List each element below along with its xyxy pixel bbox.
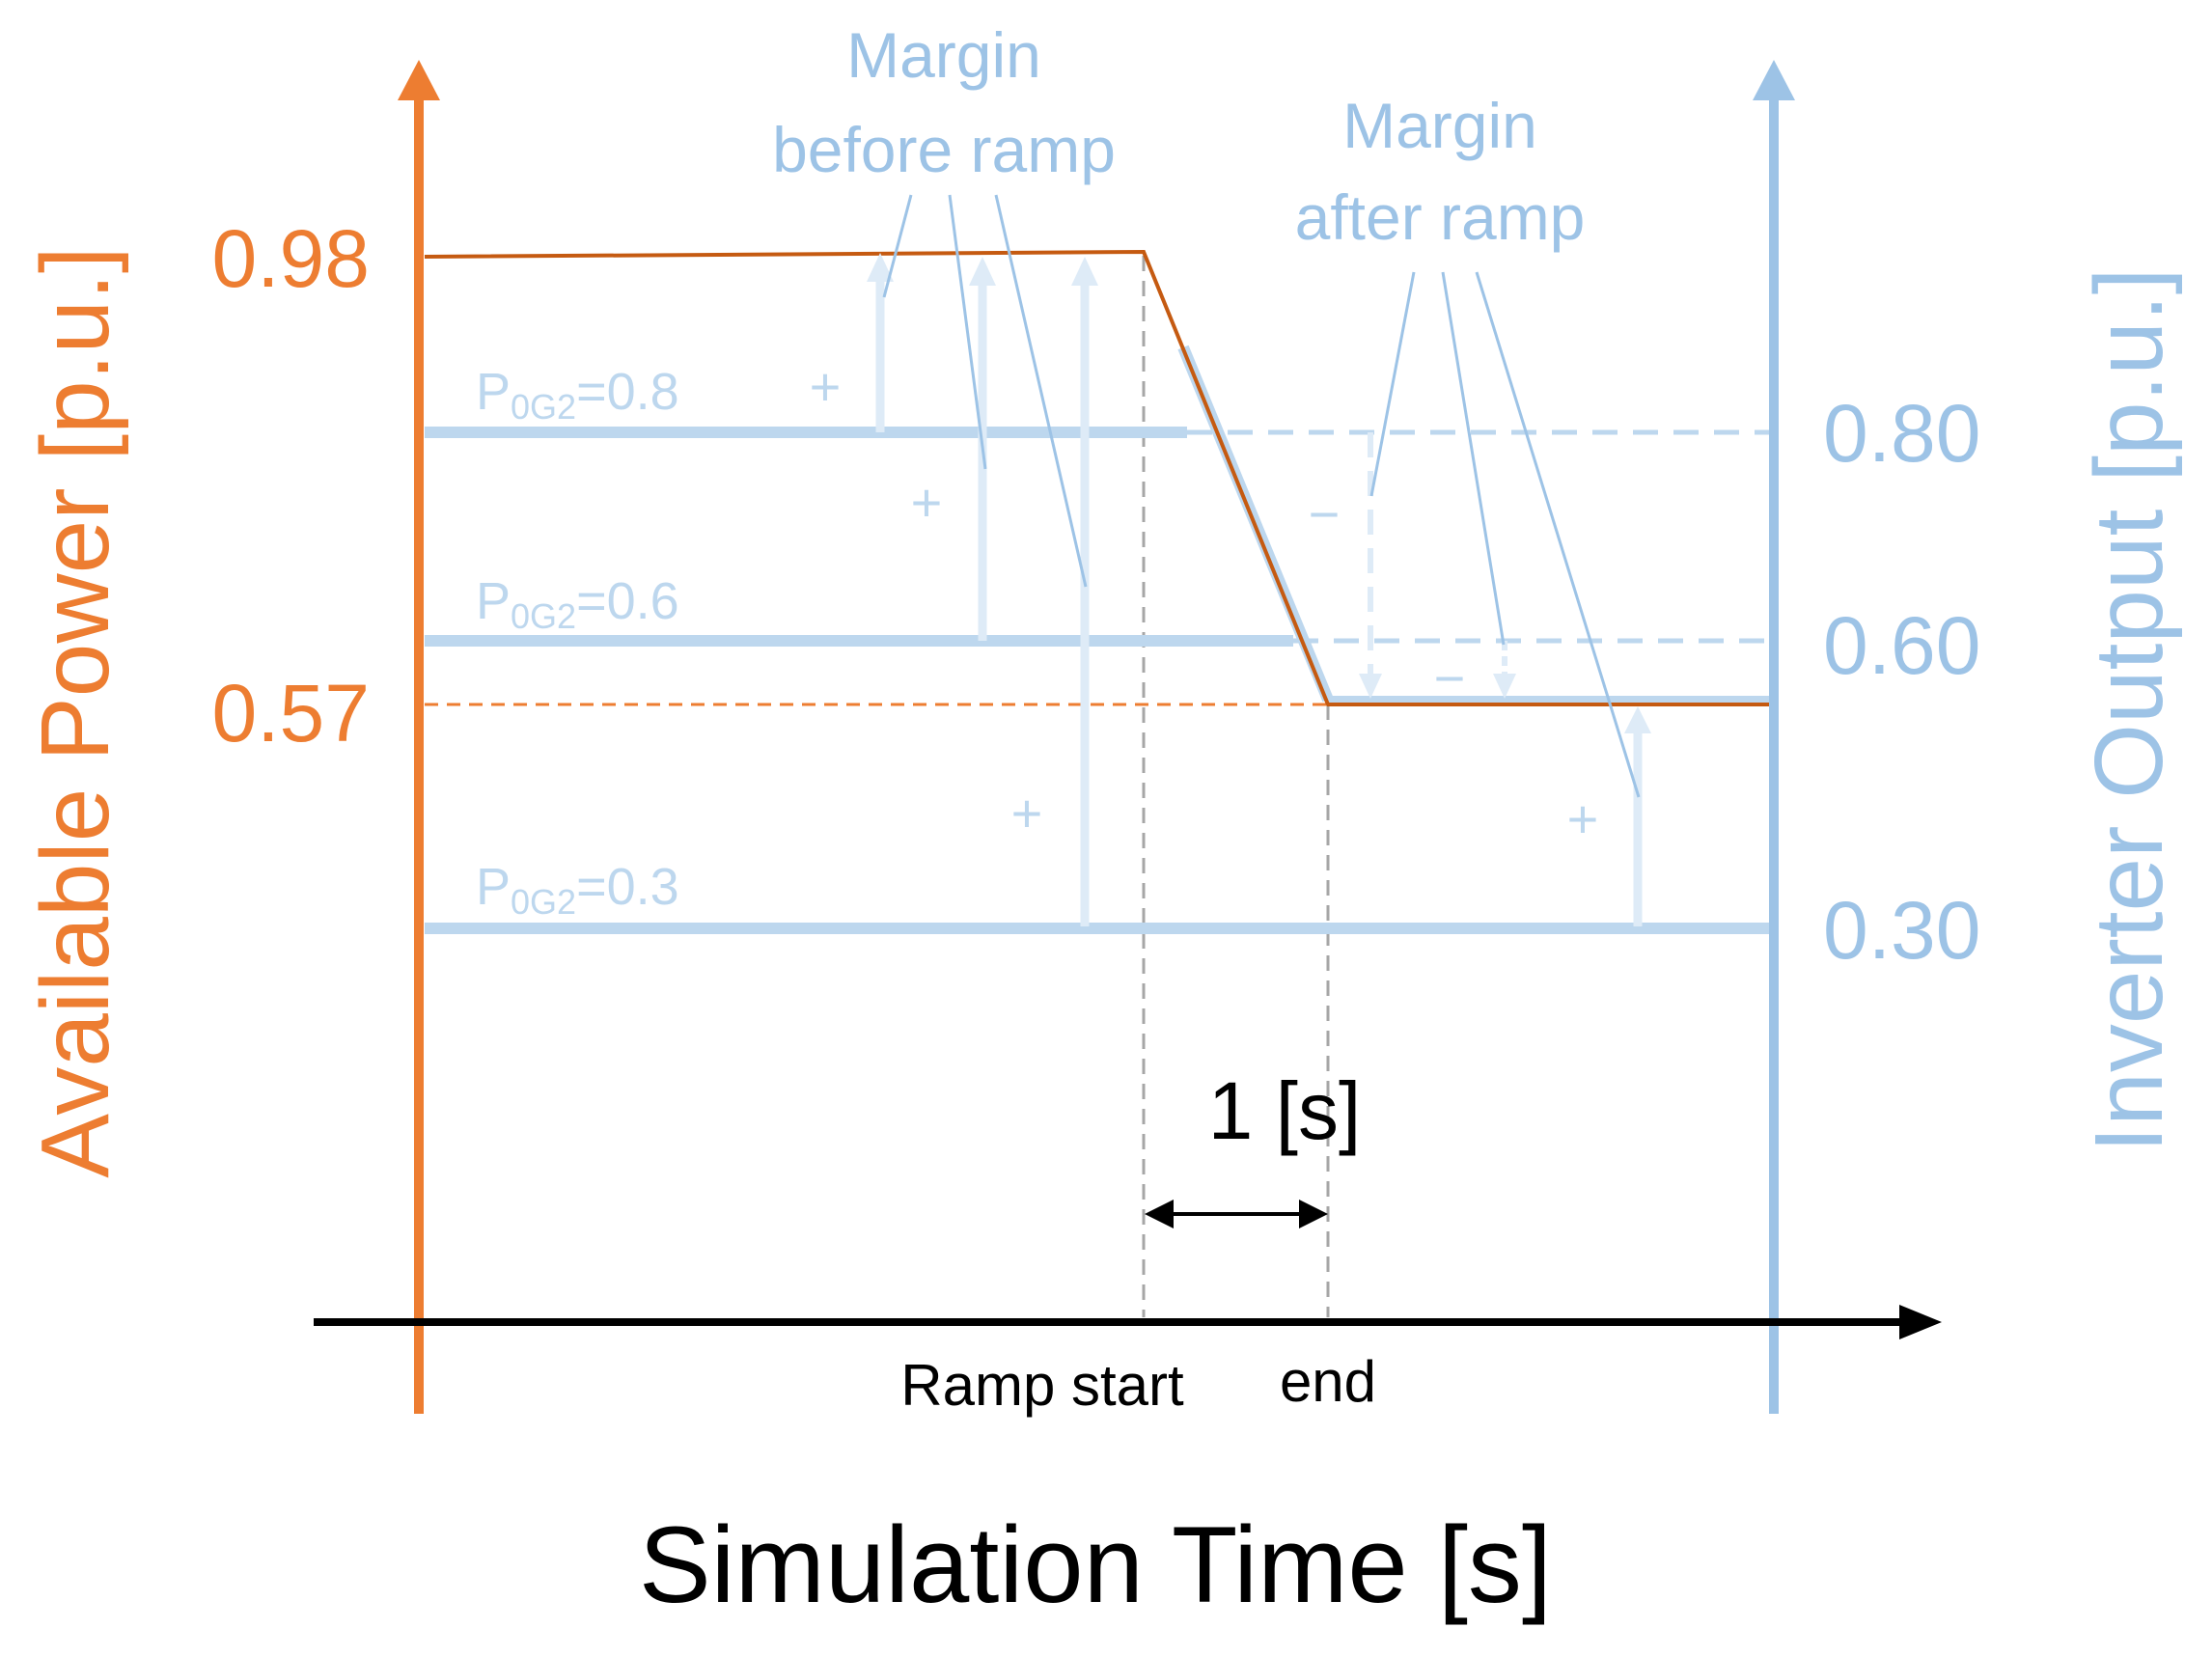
margin-after-label-line2: after ramp bbox=[1295, 181, 1586, 253]
x-axis-title: Simulation Time [s] bbox=[639, 1504, 1552, 1625]
available-power-curve bbox=[424, 249, 1771, 706]
series-label-06: P0G2=0.6 bbox=[476, 572, 679, 636]
margin-before-leaders bbox=[882, 194, 1088, 588]
right-tick-030: 0.30 bbox=[1823, 885, 1981, 976]
right-axis-title: Inverter Output [p.u.] bbox=[2075, 267, 2183, 1152]
series-label-03: P0G2=0.3 bbox=[476, 858, 679, 922]
duration-label: 1 [s] bbox=[1208, 1065, 1362, 1156]
series-label-08: P0G2=0.8 bbox=[476, 363, 679, 427]
plus-sign-2: + bbox=[911, 472, 943, 533]
margin-before-arrows bbox=[867, 253, 1098, 926]
margin-after-leaders bbox=[1369, 271, 1641, 798]
minus-sign-1: − bbox=[1309, 483, 1341, 544]
x-axis-arrowhead bbox=[1899, 1305, 1942, 1339]
duration-arrow bbox=[1145, 1200, 1328, 1228]
margin-after-label-line1: Margin bbox=[1342, 90, 1537, 161]
left-axis-title: Available Power [p.u.] bbox=[21, 246, 129, 1177]
right-axis-arrowhead bbox=[1753, 60, 1795, 100]
right-tick-060: 0.60 bbox=[1823, 600, 1981, 691]
plus-sign-3: + bbox=[1011, 783, 1043, 843]
margin-after-arrows bbox=[1359, 432, 1651, 926]
minus-sign-2: − bbox=[1434, 648, 1466, 708]
left-tick-057: 0.57 bbox=[212, 668, 371, 759]
ramp-end-label: end bbox=[1280, 1349, 1376, 1414]
plus-sign-1: + bbox=[810, 356, 842, 417]
ramp-start-label: Ramp start bbox=[900, 1353, 1184, 1418]
margin-before-label-line1: Margin bbox=[846, 19, 1041, 91]
margin-before-label-line2: before ramp bbox=[772, 114, 1116, 185]
plus-sign-4: + bbox=[1567, 788, 1599, 849]
left-tick-098: 0.98 bbox=[212, 213, 371, 304]
right-tick-080: 0.80 bbox=[1823, 388, 1981, 479]
left-axis-arrowhead bbox=[398, 60, 440, 100]
